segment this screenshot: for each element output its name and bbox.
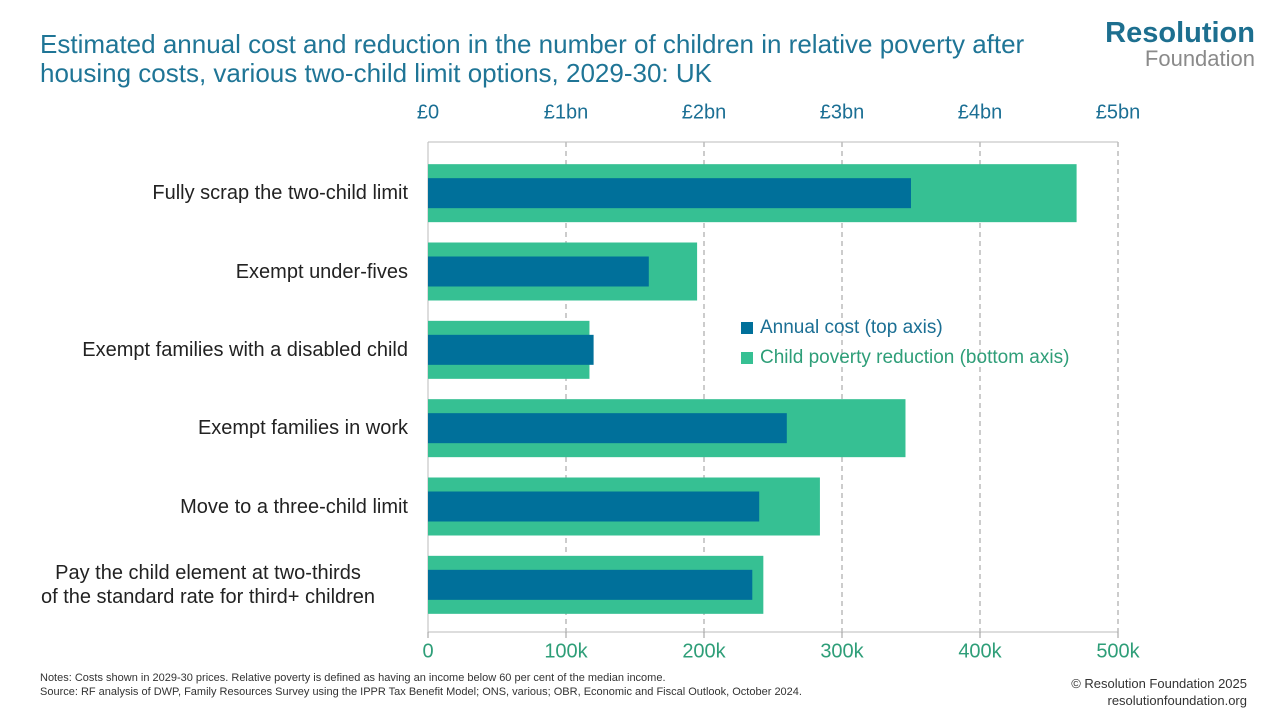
- y-tick-label: Pay the child element at two-thirds of t…: [40, 561, 376, 608]
- x-tick-label: 200k: [682, 640, 726, 662]
- bar: [428, 569, 753, 600]
- y-tick-label: Move to a three-child limit: [180, 495, 408, 518]
- y-tick-label: Fully scrap the two-child limit: [152, 182, 408, 205]
- credit: © Resolution Foundation 2025 resolutionfo…: [1071, 675, 1247, 709]
- bar: [428, 491, 760, 522]
- bar: [428, 256, 649, 287]
- x2-tick-label: £2bn: [682, 101, 727, 123]
- x2-tick-label: £3bn: [820, 101, 865, 123]
- y-tick-label: Exempt under-fives: [235, 260, 408, 283]
- bar: [428, 413, 787, 444]
- x-tick-label: 500k: [1096, 640, 1140, 662]
- legend-swatch: [741, 352, 753, 364]
- legend-swatch: [741, 322, 753, 334]
- bar: [428, 334, 594, 365]
- x2-tick-label: £0: [417, 101, 439, 123]
- website: resolutionfoundation.org: [1107, 693, 1248, 708]
- x-tick-label: 300k: [820, 640, 864, 662]
- copyright: © Resolution Foundation 2025: [1071, 676, 1247, 691]
- legend-label: Annual cost (top axis): [760, 317, 943, 338]
- logo-text: Resolution: [1105, 17, 1255, 49]
- x2-tick-label: £4bn: [958, 101, 1003, 123]
- y-tick-label: Exempt families with a disabled child: [82, 338, 408, 361]
- logo-subtext: Foundation: [1144, 46, 1255, 71]
- notes: Notes: Costs shown in 2029-30 prices. Re…: [40, 672, 666, 684]
- source: Source: RF analysis of DWP, Family Resou…: [40, 686, 802, 698]
- legend-label: Child poverty reduction (bottom axis): [760, 347, 1069, 368]
- chart-title: Estimated annual cost and reduction in t…: [40, 29, 1025, 88]
- y-tick-label: Exempt families in work: [197, 417, 408, 440]
- x-tick-label: 0: [422, 640, 433, 662]
- footnotes: Notes: Costs shown in 2029-30 prices. Re…: [40, 671, 802, 699]
- x-tick-label: 400k: [958, 640, 1002, 662]
- x2-tick-label: £1bn: [544, 101, 589, 123]
- x-tick-label: 100k: [544, 640, 588, 662]
- logo: Resolution Foundation: [1105, 17, 1255, 72]
- bar: [428, 178, 911, 209]
- x2-tick-label: £5bn: [1096, 101, 1141, 123]
